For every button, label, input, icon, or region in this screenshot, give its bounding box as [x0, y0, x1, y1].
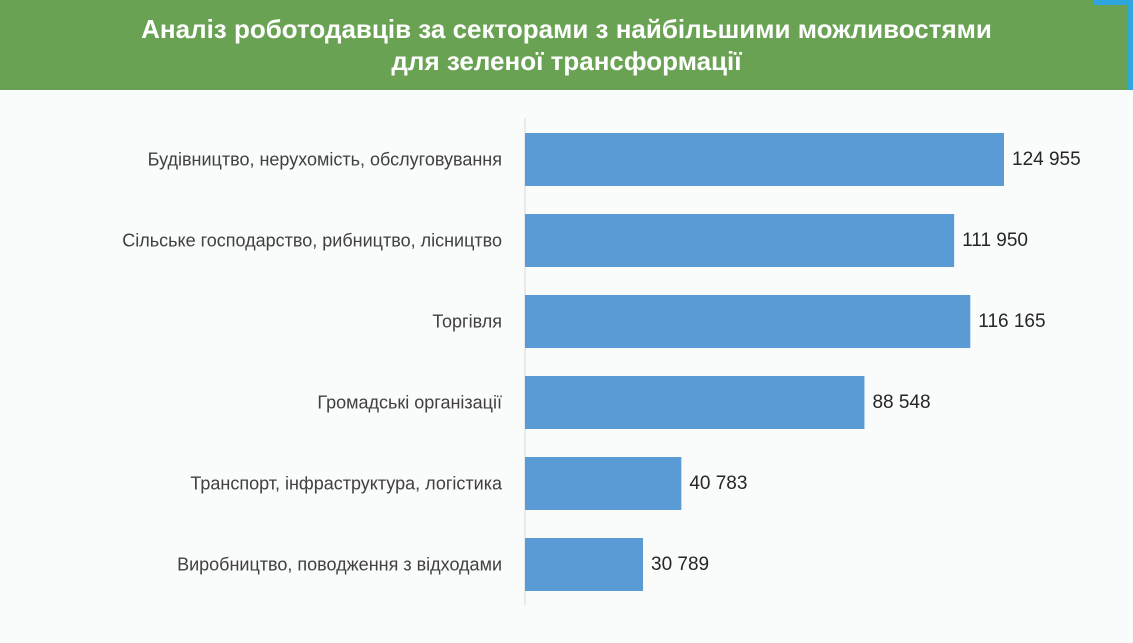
bar-chart: Будівництво, нерухомість, обслуговування…: [0, 90, 1133, 638]
chart-title-line-1: Аналіз роботодавців за секторами з найбі…: [141, 14, 992, 44]
value-label-4: 88 548: [872, 392, 930, 413]
bar-6: [525, 538, 644, 591]
bar-4: [525, 376, 865, 429]
corner-accent-top-bar: [1093, 0, 1133, 5]
value-label-3: 116 165: [978, 311, 1045, 332]
value-label-1: 124 955: [1012, 149, 1081, 170]
bar-2: [525, 214, 955, 267]
category-label-4: Громадські організації: [317, 393, 502, 413]
category-label-3: Торгівля: [432, 312, 502, 332]
bar-5: [525, 457, 682, 510]
category-label-6: Виробництво, поводження з відходами: [177, 555, 502, 575]
chart-title-line-2: для зеленої трансформації: [391, 46, 742, 76]
bar-3: [525, 295, 971, 348]
value-label-5: 40 783: [689, 473, 747, 494]
category-label-2: Сільське господарство, рибництво, лісниц…: [122, 231, 502, 251]
corner-accent-bar: [1128, 0, 1133, 90]
bar-chart-svg: Будівництво, нерухомість, обслуговування…: [122, 118, 1081, 605]
value-label-6: 30 789: [651, 554, 709, 575]
category-label-1: Будівництво, нерухомість, обслуговування: [148, 150, 502, 170]
bar-1: [525, 133, 1004, 186]
category-label-5: Транспорт, інфраструктура, логістика: [190, 474, 503, 494]
bars-group: Будівництво, нерухомість, обслуговування…: [122, 133, 1081, 591]
value-label-2: 111 950: [962, 230, 1028, 251]
title-banner: Аналіз роботодавців за секторами з найбі…: [0, 0, 1133, 90]
